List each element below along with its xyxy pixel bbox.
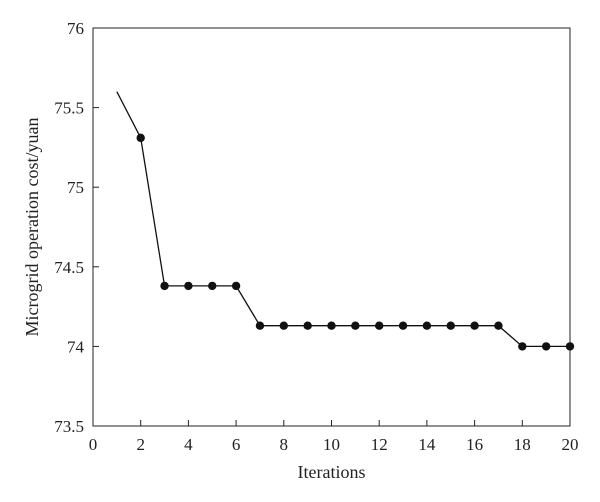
data-point (518, 342, 527, 351)
data-point (231, 281, 241, 291)
data-point (565, 342, 575, 351)
data-point (494, 321, 503, 330)
y-tick-label: 73.5 (54, 417, 84, 436)
y-tick-label: 75 (67, 178, 84, 197)
x-tick-label: 18 (514, 435, 531, 454)
data-point (327, 321, 336, 330)
data-point (375, 321, 384, 330)
data-point (446, 321, 455, 330)
data-point (184, 281, 193, 291)
y-tick-label: 74.5 (54, 258, 84, 277)
data-point (208, 281, 217, 291)
x-tick-label: 4 (184, 435, 193, 454)
data-point (351, 321, 360, 330)
x-tick-label: 20 (562, 435, 579, 454)
x-tick-label: 0 (89, 435, 98, 454)
x-tick-label: 16 (466, 435, 483, 454)
x-tick-label: 2 (136, 435, 145, 454)
x-tick-label: 12 (371, 435, 388, 454)
data-point (303, 321, 312, 330)
y-axis-ticks: 73.5 74 74.5 75 75.5 76 (54, 19, 99, 436)
plot-frame (92, 27, 571, 427)
data-point (541, 342, 551, 351)
x-axis-title: Iterations (298, 462, 366, 482)
data-point (398, 321, 408, 330)
data-point (279, 321, 288, 330)
data-point (470, 321, 479, 330)
data-point (160, 281, 169, 291)
data-point (255, 321, 265, 330)
x-axis-ticks: 0 2 4 6 8 10 12 14 16 18 20 (89, 420, 579, 454)
x-tick-label: 10 (323, 435, 340, 454)
series-group (116, 91, 575, 351)
y-axis-title: Microgrid operation cost/yuan (22, 118, 42, 337)
series-line (116, 91, 570, 348)
data-point (136, 133, 145, 143)
x-tick-label: 14 (418, 435, 436, 454)
x-tick-label: 8 (280, 435, 289, 454)
x-tick-label: 6 (232, 435, 241, 454)
y-tick-label: 75.5 (54, 99, 84, 118)
data-point (422, 321, 432, 330)
y-tick-label: 74 (67, 337, 85, 356)
y-tick-label: 76 (67, 19, 84, 38)
